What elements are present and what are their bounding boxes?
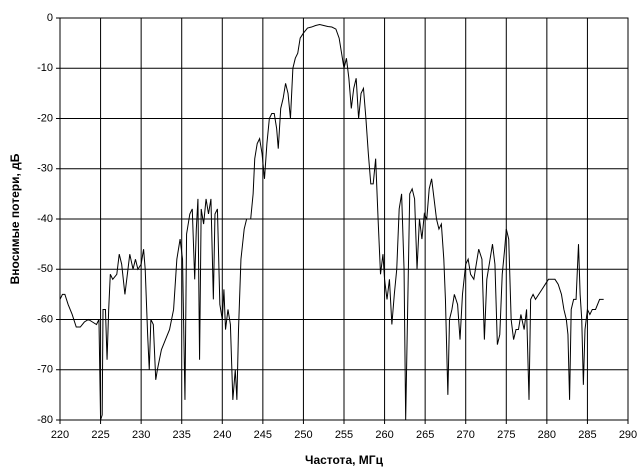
x-tick-label: 270	[457, 429, 475, 441]
x-tick-label: 265	[416, 429, 434, 441]
y-axis-title: Вносимые потери, дБ	[8, 153, 22, 284]
y-tick-label: -10	[37, 62, 53, 74]
x-axis-title: Частота, МГц	[305, 453, 384, 467]
x-tick-label: 220	[51, 429, 69, 441]
y-tick-label: -80	[37, 414, 53, 426]
x-tick-label: 230	[132, 429, 150, 441]
x-tick-label: 280	[538, 429, 556, 441]
x-tick-label: 285	[578, 429, 596, 441]
data-line	[59, 24, 604, 421]
y-tick-label: 0	[47, 12, 53, 24]
y-tick-label: -70	[37, 364, 53, 376]
y-tick-label: -60	[37, 313, 53, 325]
x-tick-label: 250	[294, 429, 312, 441]
y-tick-label: -20	[37, 112, 53, 124]
y-tick-label: -30	[37, 163, 53, 175]
x-tick-label: 225	[91, 429, 109, 441]
x-tick-label: 255	[335, 429, 353, 441]
x-tick-label: 275	[497, 429, 515, 441]
x-tick-label: 245	[254, 429, 272, 441]
x-tick-label: 260	[375, 429, 393, 441]
plot-border	[59, 17, 629, 421]
x-tick-label: 290	[619, 429, 637, 441]
x-tick-label: 235	[173, 429, 191, 441]
y-tick-label: -50	[37, 263, 53, 275]
y-tick-label: -40	[37, 213, 53, 225]
x-tick-label: 240	[213, 429, 231, 441]
